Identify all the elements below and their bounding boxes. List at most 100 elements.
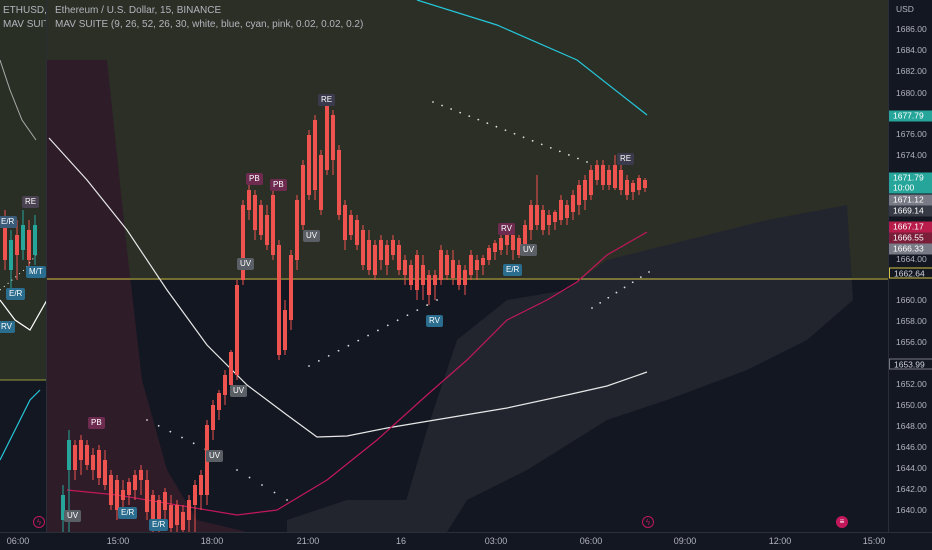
candle (139, 465, 143, 495)
candle (493, 240, 497, 260)
candle (313, 115, 317, 200)
candle (145, 470, 149, 520)
time-tick: 16 (395, 536, 407, 546)
event-flash-icon[interactable]: ϟ (642, 516, 654, 528)
psar-dot (386, 324, 389, 327)
candle (457, 260, 461, 290)
candle (553, 210, 557, 230)
psar-dot (549, 146, 552, 149)
candle (91, 448, 95, 480)
price-tick: 1644.00 (896, 463, 927, 473)
psar-dot (367, 334, 369, 337)
psar-dot (308, 365, 310, 367)
price-tick: 1684.00 (896, 45, 927, 55)
candle (253, 190, 257, 240)
candle (127, 478, 131, 505)
psar-dot (486, 122, 489, 125)
main-chart-pane[interactable]: Ethereum / U.S. Dollar, 15, BINANCE MAV … (47, 0, 888, 532)
candle (631, 180, 635, 200)
time-tick: 18:00 (200, 536, 224, 546)
psar-dot (286, 499, 288, 501)
candle (271, 190, 275, 260)
candle (277, 240, 281, 360)
price-tick: 1650.00 (896, 400, 927, 410)
signal-er-2: E/R (118, 507, 138, 519)
price-tick: 1648.00 (896, 421, 927, 431)
price-label-gray-1: 1671.12 (889, 194, 932, 206)
candle (499, 235, 503, 255)
candle (295, 195, 299, 270)
candle (301, 160, 305, 230)
signal-uv-5: UV (206, 450, 224, 462)
candle (583, 175, 587, 210)
psar-dot (513, 132, 516, 135)
left-signal-er: E/R (0, 216, 18, 228)
candle (241, 200, 245, 285)
candle (97, 445, 101, 485)
price-tick: 1674.00 (896, 150, 927, 160)
price-tick: 1664.00 (896, 254, 927, 264)
candle (331, 110, 335, 175)
psar-dot (436, 299, 438, 301)
signal-re-2: RE (617, 153, 635, 165)
signal-rv-1: RV (498, 223, 515, 235)
left-signal-er-2: E/R (6, 288, 26, 300)
candle (115, 475, 119, 520)
candle (421, 255, 425, 300)
psar-dot (261, 484, 263, 486)
psar-dot (623, 286, 626, 289)
price-label-hline: 1662.64 (889, 267, 932, 279)
left-event-flash-icon[interactable]: ϟ (33, 516, 45, 528)
candle (643, 178, 647, 192)
time-tick: 06:00 (579, 536, 603, 546)
candle (265, 205, 269, 250)
candle (529, 200, 533, 240)
candle (79, 435, 83, 475)
candle (637, 175, 641, 195)
candle (175, 500, 179, 532)
psar-dot (406, 314, 409, 317)
candle (463, 265, 467, 295)
signal-uv-1: UV (303, 230, 321, 242)
price-label-countdown: 10:00 (889, 182, 932, 194)
left-symbol-label: ETHUSD, 5, (3, 5, 47, 16)
candle (205, 420, 209, 505)
price-tick: 1658.00 (896, 316, 927, 326)
price-tick: 1656.00 (896, 337, 927, 347)
time-tick: 15:00 (862, 536, 886, 546)
candle (103, 450, 107, 490)
psar-dot (450, 108, 453, 110)
economic-event-flag-icon[interactable]: ≡ (836, 516, 848, 528)
main-indicator-label: MAV SUITE (9, 26, 52, 26, 30, white, blu… (55, 19, 364, 30)
candle (481, 255, 485, 275)
psar-dot (567, 154, 570, 156)
candle (439, 245, 443, 285)
candle (565, 200, 569, 225)
price-tick: 1652.00 (896, 379, 927, 389)
candle (613, 155, 617, 190)
left-chart-pane[interactable]: ETHUSD, 5, MAV SUITE RE E/R M/T E/R RV ϟ (0, 0, 47, 550)
psar-dot (639, 276, 642, 279)
candle (433, 270, 437, 300)
time-axis[interactable]: 06:00 15:00 18:00 21:00 16 03:00 06:00 0… (0, 532, 932, 550)
candle (619, 165, 623, 195)
psar-dot (169, 430, 172, 433)
psar-dot (248, 476, 251, 479)
candle (349, 210, 353, 240)
price-tick: 1676.00 (896, 129, 927, 139)
price-axis[interactable]: USD 1686.00 1684.00 1682.00 1680.00 1676… (888, 0, 932, 532)
psar-dot (459, 111, 462, 114)
signal-uv-2: UV (237, 258, 255, 270)
psar-dot (347, 344, 350, 347)
candle (445, 250, 449, 280)
price-tick: 1640.00 (896, 505, 927, 515)
psar-dot (426, 304, 429, 306)
candle (379, 235, 383, 270)
psar-dot (377, 329, 379, 332)
psar-dot (540, 143, 543, 146)
price-tick: 1646.00 (896, 442, 927, 452)
psar-dot (591, 307, 593, 309)
candle (577, 180, 581, 215)
candle (589, 165, 593, 200)
signal-pb-1: PB (246, 173, 263, 185)
